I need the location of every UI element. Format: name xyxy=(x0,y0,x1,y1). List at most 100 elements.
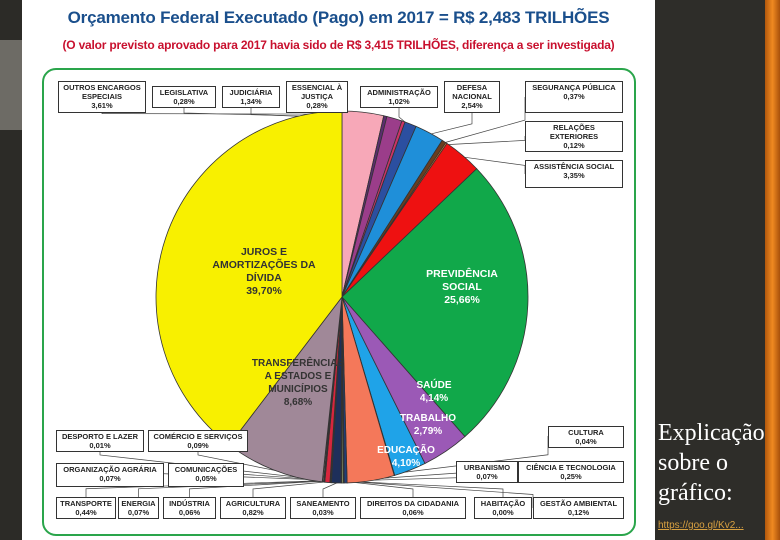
slice-label-name: SANEAMENTO xyxy=(296,499,350,508)
slice-label-name: DEFESA NACIONAL xyxy=(452,83,492,101)
slice-label-name: ADMINISTRAÇÃO xyxy=(367,88,431,97)
leader-line-relacoes xyxy=(445,136,526,146)
slice-label-name: HABITAÇÃO xyxy=(480,499,526,508)
slice-label-industria: INDÚSTRIA 0,06% xyxy=(163,497,216,519)
slice-label-relacoes: RELAÇÕES EXTERIORES 0,12% xyxy=(525,121,623,152)
slice-label-value: 0,44% xyxy=(75,508,97,517)
slice-label-value: 0,25% xyxy=(560,472,582,481)
slice-inner-name: SAÚDE xyxy=(416,380,452,391)
slice-label-direitos: DIREITOS DA CIDADANIA 0,06% xyxy=(360,497,466,519)
slice-inner-label-previdencia: PREVIDÊNCIA SOCIAL 25,66% xyxy=(420,268,504,307)
pie-slice-previdencia xyxy=(341,168,529,438)
slice-inner-value: 4,14% xyxy=(419,393,449,404)
slice-label-name: SEGURANÇA PÚBLICA xyxy=(532,83,616,92)
slice-label-value: 0,06% xyxy=(402,508,424,517)
leader-line-saneamento xyxy=(322,480,342,497)
slice-label-name: COMUNICAÇÕES xyxy=(174,465,238,474)
slice-label-value: 0,07% xyxy=(127,508,150,517)
slice-label-name: DIREITOS DA CIDADANIA xyxy=(366,499,460,508)
slice-label-value: 0,00% xyxy=(492,508,514,517)
slice-label-value: 0,05% xyxy=(195,474,217,483)
slice-label-habitacao: HABITAÇÃO 0,00% xyxy=(474,497,532,519)
slice-label-desporto: DESPORTO E LAZER 0,01% xyxy=(56,430,144,452)
slice-label-value: 0,82% xyxy=(242,508,264,517)
leader-line-habitacao xyxy=(341,480,504,497)
slice-inner-name: TRABALHO xyxy=(399,413,457,424)
chart-frame xyxy=(42,68,636,536)
slice-label-comunicacoes: COMUNICAÇÕES 0,05% xyxy=(168,463,244,487)
slice-inner-name: PREVIDÊNCIA SOCIAL xyxy=(426,268,498,293)
slice-label-value: 0,03% xyxy=(312,508,334,517)
slice-label-seguranca: SEGURANÇA PÚBLICA 0,37% xyxy=(525,81,623,113)
slice-label-agricultura: AGRICULTURA 0,82% xyxy=(220,497,286,519)
slice-label-judiciaria: JUDICIÁRIA 1,34% xyxy=(222,86,280,108)
slice-label-gestao-ambiental: GESTÃO AMBIENTAL 0,12% xyxy=(533,497,624,519)
slice-label-value: 0,37% xyxy=(563,92,585,101)
slice-label-value: 0,06% xyxy=(178,508,201,517)
slice-label-name: ESSENCIAL À JUSTIÇA xyxy=(291,83,343,101)
slice-label-name: ASSISTÊNCIA SOCIAL xyxy=(533,162,615,171)
slice-label-value: 0,12% xyxy=(563,141,585,150)
slice-label-name: OUTROS ENCARGOS ESPECIAIS xyxy=(63,83,141,101)
slice-label-value: 0,09% xyxy=(187,441,209,450)
slice-label-assistencia: ASSISTÊNCIA SOCIAL 3,35% xyxy=(525,160,623,188)
chart-title: Orçamento Federal Executado (Pago) em 20… xyxy=(67,8,610,27)
explanation-link[interactable]: https://goo.gl/Kv2... xyxy=(658,520,744,531)
leader-line-direitos xyxy=(341,480,414,497)
leader-line-outros-encargos xyxy=(101,113,363,115)
slice-label-value: 3,61% xyxy=(91,101,113,110)
slice-label-value: 0,28% xyxy=(173,97,195,106)
slice-label-name: JUDICIÁRIA xyxy=(229,88,273,97)
slice-label-name: ORGANIZAÇÃO AGRÁRIA xyxy=(63,465,157,474)
slice-label-value: 0,01% xyxy=(89,441,111,450)
slice-label-value: 1,02% xyxy=(388,97,410,106)
slice-label-name: DESPORTO E LAZER xyxy=(61,432,139,441)
slice-label-legislativa: LEGISLATIVA 0,28% xyxy=(152,86,216,108)
slice-label-value: 0,12% xyxy=(567,508,590,517)
slide-left-band xyxy=(0,40,22,130)
slice-inner-label-educacao: EDUCAÇÃO 4,10% xyxy=(372,444,440,470)
slice-label-name: ENERGIA xyxy=(121,499,156,508)
slice-label-outros-encargos: OUTROS ENCARGOS ESPECIAIS 3,61% xyxy=(58,81,146,113)
slice-label-name: URBANISMO xyxy=(463,463,511,472)
slice-label-urbanismo: URBANISMO 0,07% xyxy=(456,461,518,483)
slice-label-value: 0,28% xyxy=(306,101,328,110)
slice-inner-value: 8,68% xyxy=(283,397,313,408)
slice-label-comercio: COMÉRCIO E SERVIÇOS 0,09% xyxy=(148,430,248,452)
slide-left-frame xyxy=(0,0,22,540)
slice-label-name: GESTÃO AMBIENTAL xyxy=(539,499,618,508)
slice-label-name: RELAÇÕES EXTERIORES xyxy=(549,123,599,141)
leader-line-defesa xyxy=(428,113,473,135)
slice-label-name: INDÚSTRIA xyxy=(169,499,210,508)
slice-inner-value: 4,10% xyxy=(391,458,421,469)
slice-inner-label-juros: JUROS E AMORTIZAÇÕES DA DÍVIDA 39,70% xyxy=(205,246,323,298)
slice-inner-name: EDUCAÇÃO xyxy=(377,445,435,456)
slice-label-ciencia: CIÊNCIA E TECNOLOGIA 0,25% xyxy=(518,461,624,483)
slice-label-cultura: CULTURA 0,04% xyxy=(548,426,624,448)
slice-inner-value: 39,70% xyxy=(246,285,282,297)
slide-orange-bar xyxy=(765,0,780,540)
slice-label-value: 0,04% xyxy=(575,437,597,446)
slice-inner-label-saude: SAÚDE 4,14% xyxy=(404,379,464,405)
leader-line-industria xyxy=(189,480,332,497)
slide-right-panel xyxy=(655,0,780,540)
slice-label-value: 3,35% xyxy=(563,171,585,180)
slice-inner-value: 25,66% xyxy=(444,294,480,306)
leader-line-agricultura xyxy=(252,480,337,497)
slice-label-value: 0,07% xyxy=(476,472,498,481)
slice-inner-name: JUROS E AMORTIZAÇÕES DA DÍVIDA xyxy=(212,246,316,284)
slice-label-administracao: ADMINISTRAÇÃO 1,02% xyxy=(360,86,438,108)
slice-label-value: 1,34% xyxy=(240,97,262,106)
leader-line-energia xyxy=(138,480,331,497)
slice-label-essencial-justica: ESSENCIAL À JUSTIÇA 0,28% xyxy=(286,81,348,113)
chart-subtitle: (O valor previsto aprovado para 2017 hav… xyxy=(62,38,615,52)
slice-inner-value: 2,79% xyxy=(413,426,443,437)
slice-label-energia: ENERGIA 0,07% xyxy=(118,497,159,519)
slice-inner-name: TRANSFERÊNCIAS A ESTADOS E MUNICÍPIOS xyxy=(251,358,345,395)
slice-inner-label-transferencias: TRANSFERÊNCIAS A ESTADOS E MUNICÍPIOS 8,6… xyxy=(248,357,348,409)
explanation-text: Explicação sobre o gráfico: xyxy=(658,420,765,506)
slice-label-name: AGRICULTURA xyxy=(225,499,281,508)
slice-label-name: TRANSPORTE xyxy=(60,499,112,508)
slice-label-defesa: DEFESA NACIONAL 2,54% xyxy=(444,81,500,113)
